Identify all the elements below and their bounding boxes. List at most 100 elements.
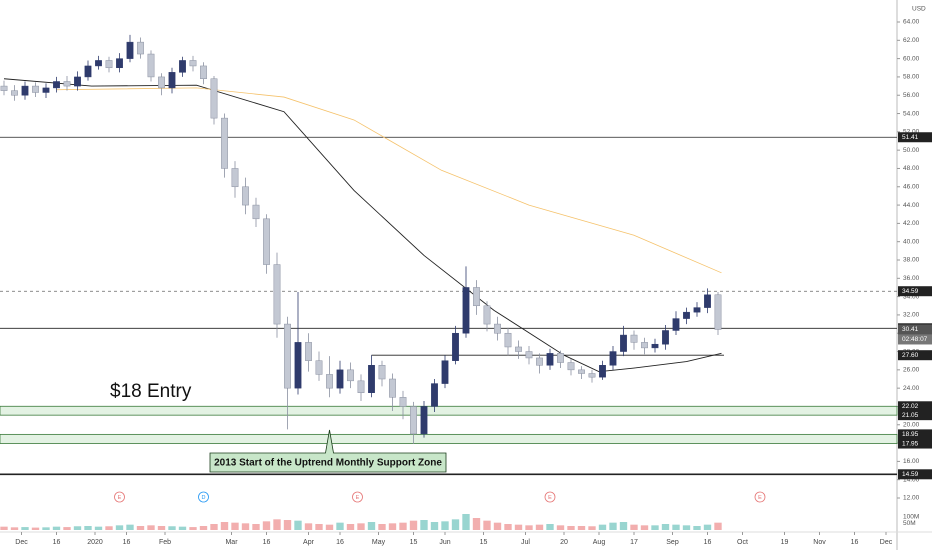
candle-body [672,318,680,331]
price-tag [898,438,932,449]
volume-tick-label: 100M [903,513,919,520]
candle-body [305,342,312,361]
y-tick-label: 60.00 [903,55,920,62]
volume-bar [357,523,365,530]
candle-body [137,41,144,55]
candle-body [378,365,386,380]
volume-bar [231,522,239,530]
event-label: E [356,495,360,501]
volume-bar [598,524,607,530]
event-label: E [758,495,762,501]
y-tick-label: 44.00 [903,202,920,209]
volume-tick-label: 50M [903,520,916,527]
candle-body [410,406,417,435]
price-tag [898,410,932,421]
volume-bar [640,525,649,530]
volume-bar [462,514,470,530]
volume-bar [315,524,323,530]
y-tick-label: 26.00 [903,367,920,374]
volume-bar [441,521,449,530]
candle-body [420,406,428,435]
candle-body [294,342,302,389]
candle-body [588,373,596,378]
volume-bar [588,526,596,530]
y-tick-label: 40.00 [903,238,920,245]
candle-body [315,360,323,375]
x-tick-label: Sep [666,539,679,546]
volume-bar [189,527,197,530]
candle-body [683,311,690,319]
candle-body [399,397,407,407]
event-marker [114,491,125,503]
event-marker [754,491,766,503]
candle-body [347,369,354,382]
y-tick-label: 12.00 [903,495,920,502]
price-tag [898,469,932,480]
candle-body [714,294,722,330]
currency: USD [912,6,926,13]
volume-bar [514,524,523,530]
candle-body [357,380,365,393]
x-tick-label: Feb [159,539,171,546]
candle-body [168,72,176,89]
y-tick-label: 36.00 [903,275,920,282]
price-tag-label: 21.05 [902,412,919,419]
volume-bar [105,526,113,530]
volume-bar [430,522,439,530]
volume-bar [483,520,491,530]
countdown-label: 02:48:07 [902,336,928,343]
x-tick-label: Dec [15,539,28,546]
y-tick-label: 14.00 [903,476,920,483]
candle-body [284,323,291,389]
volume-bar [220,522,229,530]
price-tag [898,286,932,297]
y-tick-label: 34.00 [903,293,920,300]
y-tick-label: 32.00 [903,312,920,319]
y-tick-label: 20.00 [903,421,920,428]
volume-bar [388,523,397,530]
volume-bar [525,525,533,530]
volume-bar [609,522,617,530]
candle-body [515,346,522,352]
volume-bar [52,526,61,530]
price-tag-label: 17.95 [902,440,919,447]
volume-bar [168,526,176,530]
candle-body [483,305,491,325]
volume-bar [126,524,134,530]
candle-body [147,53,155,78]
countdown-tag [898,334,932,345]
x-tick-label: Dec [880,539,893,546]
price-tag [898,401,932,412]
y-tick-label: 52.00 [903,129,920,136]
candle-body [53,81,60,89]
x-tick-label: Jun [439,539,450,546]
callout-label: 2013 Start of the Uptrend Monthly Suppor… [214,458,442,469]
volume-bar [21,527,29,530]
volume-bar [63,527,71,530]
candle-body [620,334,627,352]
candle-body [210,78,218,119]
x-tick-label: Nov [813,539,826,546]
x-tick-label: 15 [480,539,488,546]
y-tick-label: 42.00 [903,220,920,227]
event-marker [198,491,209,503]
volume-bar [273,519,281,530]
candle-body [431,383,438,407]
volume-bar [367,522,376,530]
x-tick-label: Apr [303,539,315,546]
volume-bar [472,518,481,530]
support-zone [0,405,898,416]
candle-body [242,186,249,206]
price-tag-label: 18.95 [902,431,919,438]
y-tick-label: 54.00 [903,110,920,117]
candle-body [32,85,39,93]
volume-bar [378,524,386,530]
volume-bar [136,526,145,530]
volume-bar [672,524,680,530]
volume-bar [115,525,124,530]
volume-bar [493,522,502,530]
candle-body [630,334,638,343]
volume-bar [556,525,565,530]
x-tick-label: Mar [225,539,238,546]
